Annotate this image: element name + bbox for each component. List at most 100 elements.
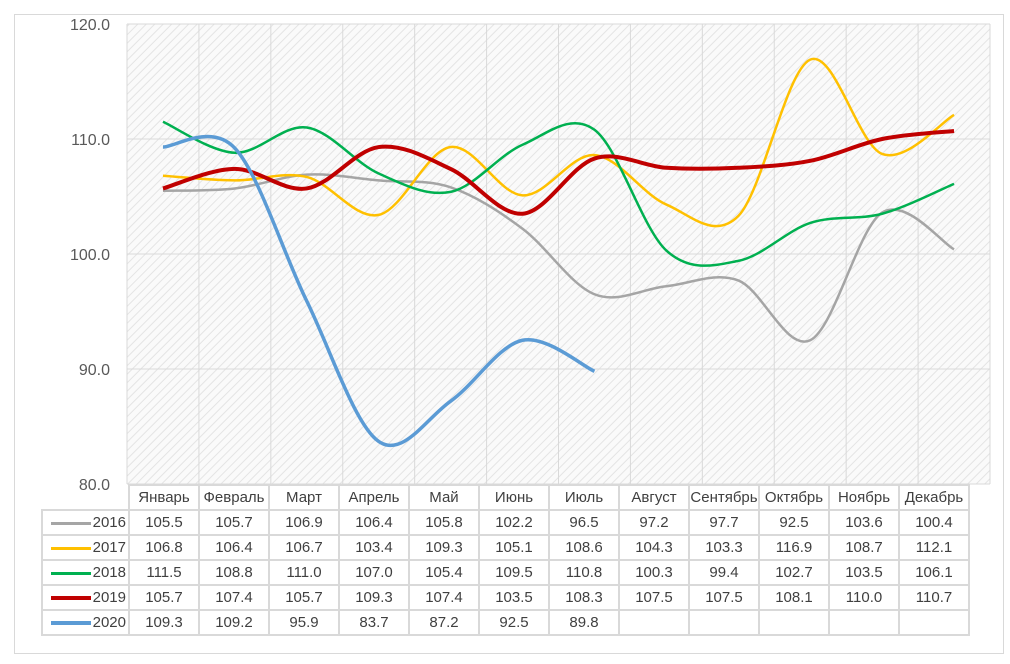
- x-tick-label: Июнь: [478, 484, 550, 511]
- data-label: 105.7: [198, 509, 270, 536]
- data-label: 110.8: [548, 559, 620, 586]
- data-label: 107.5: [688, 584, 760, 611]
- data-label: [828, 609, 900, 636]
- data-label: 106.1: [898, 559, 970, 586]
- data-label: 109.3: [128, 609, 200, 636]
- table-row: 2020 109.3 109.2 95.9 83.7 87.2 92.5 89.8: [41, 609, 970, 636]
- legend-swatch: [50, 571, 91, 575]
- series-line-2020: [162, 134, 596, 448]
- y-tick-label: 90.0: [79, 362, 110, 379]
- x-tick-label: Апрель: [338, 484, 410, 511]
- data-label: 96.5: [548, 509, 620, 536]
- data-label: 105.1: [478, 534, 550, 561]
- x-tick-label: Октябрь: [758, 484, 830, 511]
- x-tick-label: Январь: [128, 484, 200, 511]
- legend-swatch: [50, 621, 91, 626]
- y-tick-label: 110.0: [71, 132, 110, 149]
- data-table: Январь Февраль Март Апрель Май Июнь Июль Август…: [41, 484, 970, 636]
- chart-frame: [14, 14, 1004, 654]
- data-label: 103.6: [828, 509, 900, 536]
- legend-label: 2019: [92, 589, 126, 606]
- data-label: 103.5: [828, 559, 900, 586]
- data-label: 106.4: [198, 534, 270, 561]
- data-label: 107.0: [338, 559, 410, 586]
- x-tick-label: Сентябрь: [688, 484, 760, 511]
- data-label: 109.3: [408, 534, 480, 561]
- data-label: [898, 609, 970, 636]
- series-line-2016: [162, 173, 955, 343]
- legend-entry: 2019: [41, 584, 130, 611]
- x-tick-label: Май: [408, 484, 480, 511]
- legend-entry: 2018: [41, 559, 130, 586]
- legend-label: 2017: [92, 539, 126, 556]
- data-label: 109.2: [198, 609, 270, 636]
- data-label: 108.3: [548, 584, 620, 611]
- data-label: 103.4: [338, 534, 410, 561]
- legend-swatch: [50, 521, 91, 525]
- data-label: 111.0: [268, 559, 340, 586]
- data-label: 106.8: [128, 534, 200, 561]
- data-label: 103.3: [688, 534, 760, 561]
- data-label: 95.9: [268, 609, 340, 636]
- legend-swatch: [50, 546, 91, 550]
- data-label: 100.3: [618, 559, 690, 586]
- data-label: 110.0: [828, 584, 900, 611]
- data-label: 109.3: [338, 584, 410, 611]
- data-label: 110.7: [898, 584, 970, 611]
- legend-entry: 2017: [41, 534, 130, 561]
- x-tick-label: Август: [618, 484, 690, 511]
- x-tick-label: Март: [268, 484, 340, 511]
- data-label: 102.7: [758, 559, 830, 586]
- data-label: 108.1: [758, 584, 830, 611]
- x-tick-label: Июль: [548, 484, 620, 511]
- x-tick-label: Ноябрь: [828, 484, 900, 511]
- table-row: 2018 111.5 108.8 111.0 107.0 105.4 109.5 110.8 1…: [41, 559, 970, 586]
- data-label: 100.4: [898, 509, 970, 536]
- x-tick-label: Декабрь: [898, 484, 970, 511]
- data-label: 107.4: [198, 584, 270, 611]
- data-label: 99.4: [688, 559, 760, 586]
- data-label: 112.1: [898, 534, 970, 561]
- data-label: 83.7: [338, 609, 410, 636]
- data-label: 92.5: [758, 509, 830, 536]
- legend-label: 2018: [92, 564, 126, 581]
- data-label: 109.5: [478, 559, 550, 586]
- data-label: 105.7: [128, 584, 200, 611]
- data-label: [618, 609, 690, 636]
- data-label: 111.5: [128, 559, 200, 586]
- data-label: 89.8: [548, 609, 620, 636]
- legend-entry: 2020: [41, 609, 130, 636]
- legend-swatch: [50, 596, 91, 601]
- table-corner: [42, 485, 130, 510]
- data-label: 97.2: [618, 509, 690, 536]
- data-label: [688, 609, 760, 636]
- data-label: 108.7: [828, 534, 900, 561]
- y-tick-label: 120.0: [70, 17, 110, 34]
- data-label: 106.9: [268, 509, 340, 536]
- table-header-row: Январь Февраль Март Апрель Май Июнь Июль Август…: [42, 484, 970, 511]
- x-tick-label: Февраль: [198, 484, 270, 511]
- data-label: 97.7: [688, 509, 760, 536]
- data-label: 108.6: [548, 534, 620, 561]
- data-label: 92.5: [478, 609, 550, 636]
- data-label: 105.4: [408, 559, 480, 586]
- data-label: 105.8: [408, 509, 480, 536]
- table-row: 2019 105.7 107.4 105.7 109.3 107.4 103.5 108.3 1…: [41, 584, 970, 611]
- table-row: 2016 105.5 105.7 106.9 106.4 105.8 102.2 96.5 97…: [41, 509, 970, 536]
- data-label: 105.7: [268, 584, 340, 611]
- legend-label: 2020: [92, 614, 126, 631]
- data-label: 107.5: [618, 584, 690, 611]
- series-line-2017: [162, 57, 955, 228]
- data-label: 106.7: [268, 534, 340, 561]
- data-label: 108.8: [198, 559, 270, 586]
- data-label: 107.4: [408, 584, 480, 611]
- data-label: 102.2: [478, 509, 550, 536]
- data-label: [758, 609, 830, 636]
- legend-label: 2016: [92, 514, 126, 531]
- legend-entry: 2016: [41, 509, 130, 536]
- series-line-2019: [162, 128, 955, 216]
- data-label: 103.5: [478, 584, 550, 611]
- data-label: 87.2: [408, 609, 480, 636]
